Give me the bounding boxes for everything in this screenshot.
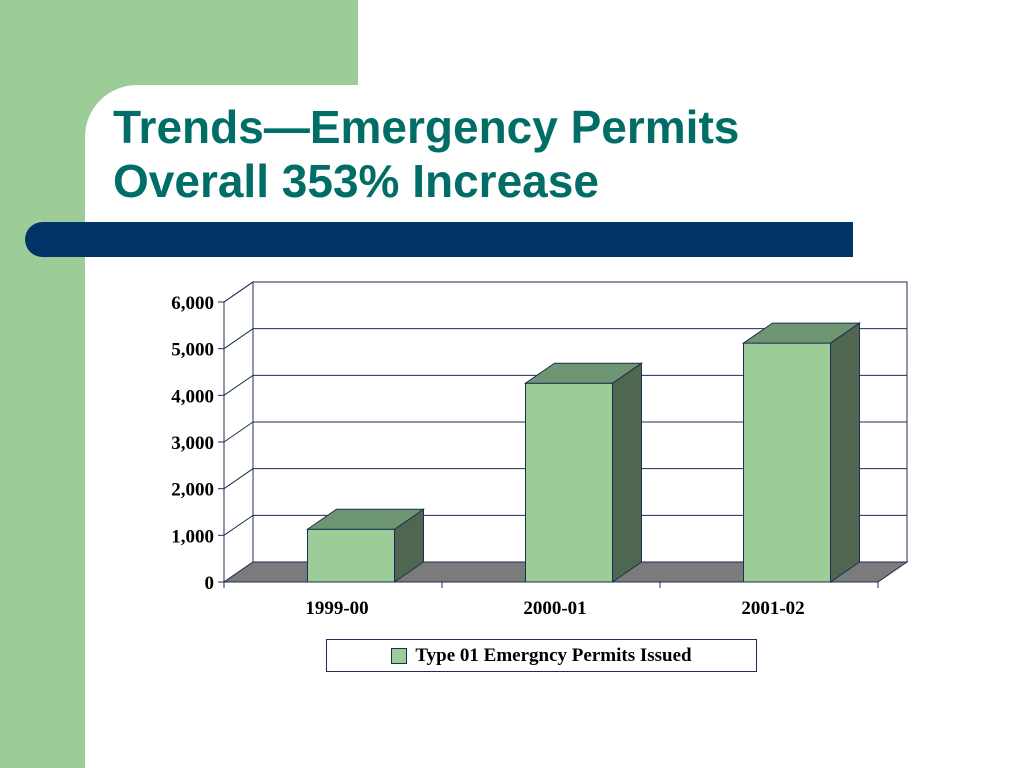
y-tick-label: 5,000 bbox=[171, 340, 214, 361]
gridline bbox=[223, 468, 907, 490]
gridline bbox=[223, 514, 907, 536]
title-underline-bar bbox=[25, 222, 853, 257]
legend-label: Type 01 Emergncy Permits Issued bbox=[415, 644, 692, 666]
gridline bbox=[223, 328, 907, 350]
gridline bbox=[223, 281, 907, 303]
bar-front bbox=[743, 342, 831, 583]
bar-side bbox=[830, 322, 860, 583]
bar-front bbox=[307, 528, 395, 583]
bar-top bbox=[523, 362, 644, 384]
gridline bbox=[223, 421, 907, 443]
x-tick-label: 2000-01 bbox=[523, 598, 586, 619]
y-tick-label: 1,000 bbox=[171, 526, 214, 547]
x-tick-label: 1999-00 bbox=[305, 598, 368, 619]
title-line-2: Overall 353% Increase bbox=[113, 155, 599, 207]
y-tick-label: 4,000 bbox=[171, 386, 214, 407]
legend-swatch bbox=[391, 647, 408, 664]
slide-title: Trends—Emergency Permits Overall 353% In… bbox=[113, 100, 993, 208]
chart-legend: Type 01 Emergncy Permits Issued bbox=[326, 639, 757, 672]
y-tick-label: 3,000 bbox=[171, 433, 214, 454]
x-tick-label: 2001-02 bbox=[741, 598, 804, 619]
gridline bbox=[223, 374, 907, 396]
bar-top bbox=[741, 322, 862, 344]
bar-front bbox=[525, 382, 613, 583]
bar-top bbox=[305, 508, 426, 530]
y-tick-label: 0 bbox=[205, 573, 215, 594]
bar-side bbox=[612, 362, 642, 583]
title-line-1: Trends—Emergency Permits bbox=[113, 101, 740, 153]
y-tick-label: 6,000 bbox=[171, 293, 214, 314]
y-tick-label: 2,000 bbox=[171, 480, 214, 501]
